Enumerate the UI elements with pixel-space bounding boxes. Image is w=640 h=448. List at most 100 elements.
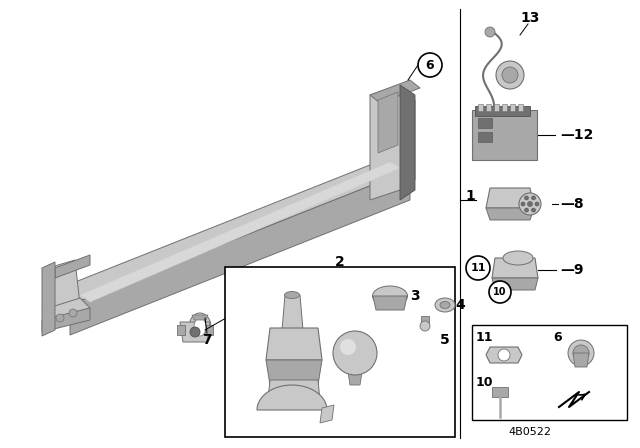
Circle shape [69,309,77,317]
Polygon shape [266,360,322,385]
Polygon shape [373,296,407,310]
Circle shape [418,53,442,77]
Circle shape [485,27,495,37]
Bar [225,267,455,437]
Ellipse shape [568,340,594,366]
Polygon shape [421,316,429,326]
Circle shape [190,327,200,337]
Polygon shape [257,385,327,410]
Polygon shape [400,85,415,200]
Ellipse shape [503,251,533,265]
Circle shape [498,349,510,361]
Ellipse shape [294,298,306,316]
Polygon shape [266,328,322,360]
Polygon shape [42,308,90,332]
Text: 5: 5 [440,333,450,347]
Ellipse shape [440,302,450,309]
Text: —8: —8 [560,197,584,211]
Ellipse shape [285,292,300,298]
Text: 10: 10 [493,287,507,297]
Polygon shape [205,325,213,335]
Text: —12: —12 [560,128,593,142]
Polygon shape [268,380,320,400]
Polygon shape [486,188,534,208]
Text: 10: 10 [476,376,493,389]
Bar [486,104,491,111]
Polygon shape [486,208,534,220]
Ellipse shape [573,345,589,361]
Polygon shape [55,155,410,305]
Circle shape [496,61,524,89]
Polygon shape [370,80,420,103]
Polygon shape [242,305,258,310]
Bar [510,104,515,111]
Bar [8,9,455,439]
Ellipse shape [246,326,264,334]
Circle shape [333,331,377,375]
Bar [494,104,499,111]
Ellipse shape [519,193,541,215]
Polygon shape [70,170,410,335]
Circle shape [525,208,529,212]
Bar [478,118,492,128]
Text: 2: 2 [335,255,345,269]
Ellipse shape [246,291,264,299]
Bar [518,104,523,111]
Ellipse shape [372,286,408,306]
Ellipse shape [194,318,206,336]
Ellipse shape [244,308,256,326]
Polygon shape [55,255,90,278]
Bar [478,104,483,111]
Polygon shape [370,85,415,200]
Polygon shape [192,315,208,320]
Polygon shape [492,387,508,397]
Polygon shape [348,372,362,385]
Ellipse shape [435,298,455,312]
Bar [475,106,530,116]
Circle shape [525,196,529,200]
Polygon shape [573,353,589,367]
Polygon shape [292,295,308,300]
Circle shape [531,208,536,212]
Circle shape [531,196,536,200]
Text: 6: 6 [426,59,435,72]
Circle shape [340,339,356,355]
Circle shape [466,256,490,280]
Ellipse shape [189,313,211,341]
Polygon shape [48,260,80,312]
Polygon shape [42,298,90,320]
Ellipse shape [289,293,311,321]
Bar [502,104,507,111]
Text: 6: 6 [553,331,562,344]
Circle shape [527,202,532,207]
Text: —9: —9 [560,263,584,277]
Polygon shape [177,325,185,335]
Circle shape [489,281,511,303]
Ellipse shape [239,303,261,331]
Circle shape [56,314,64,322]
Polygon shape [492,258,538,278]
Text: 7: 7 [202,333,212,347]
Circle shape [420,321,430,331]
Text: 4B0522: 4B0522 [509,427,552,437]
Text: 3: 3 [410,289,420,303]
Circle shape [502,67,518,83]
Polygon shape [282,295,303,330]
Circle shape [535,202,539,206]
Bar [472,110,537,160]
Text: 4: 4 [455,298,465,312]
Polygon shape [80,162,400,302]
Circle shape [521,202,525,206]
Polygon shape [486,347,522,363]
Polygon shape [378,92,398,153]
Bar [472,325,627,420]
Bar [478,132,492,142]
Text: 13: 13 [520,11,540,25]
Text: 11: 11 [470,263,486,273]
Polygon shape [320,405,334,423]
Text: 11: 11 [476,331,493,344]
Polygon shape [246,295,264,330]
Polygon shape [492,278,538,290]
Polygon shape [180,322,210,342]
Polygon shape [42,262,55,336]
